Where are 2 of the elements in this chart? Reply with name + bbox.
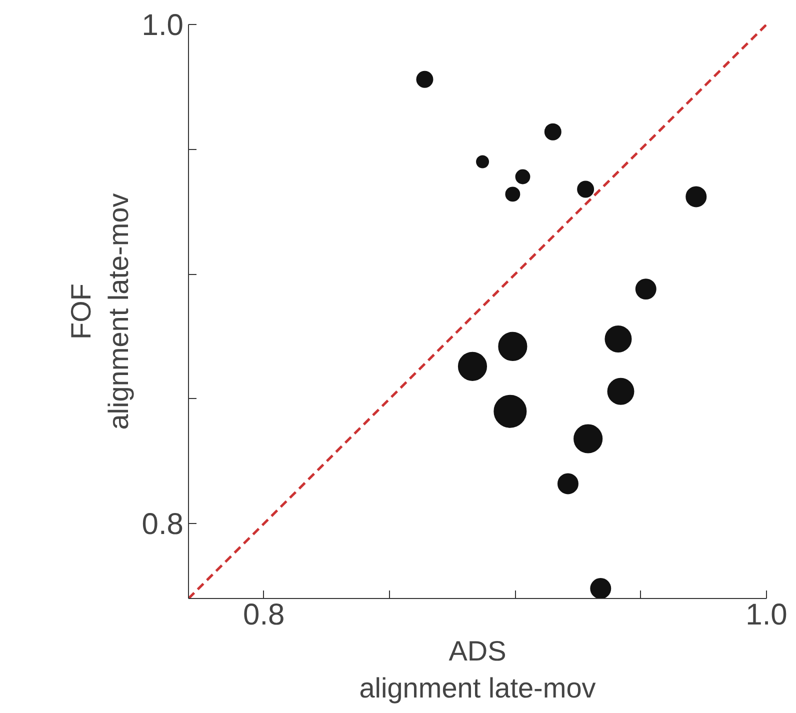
x-axis-title: ADS alignment late-mov xyxy=(359,636,596,704)
y-axis-title: FOF alignment late-mov xyxy=(66,193,134,430)
